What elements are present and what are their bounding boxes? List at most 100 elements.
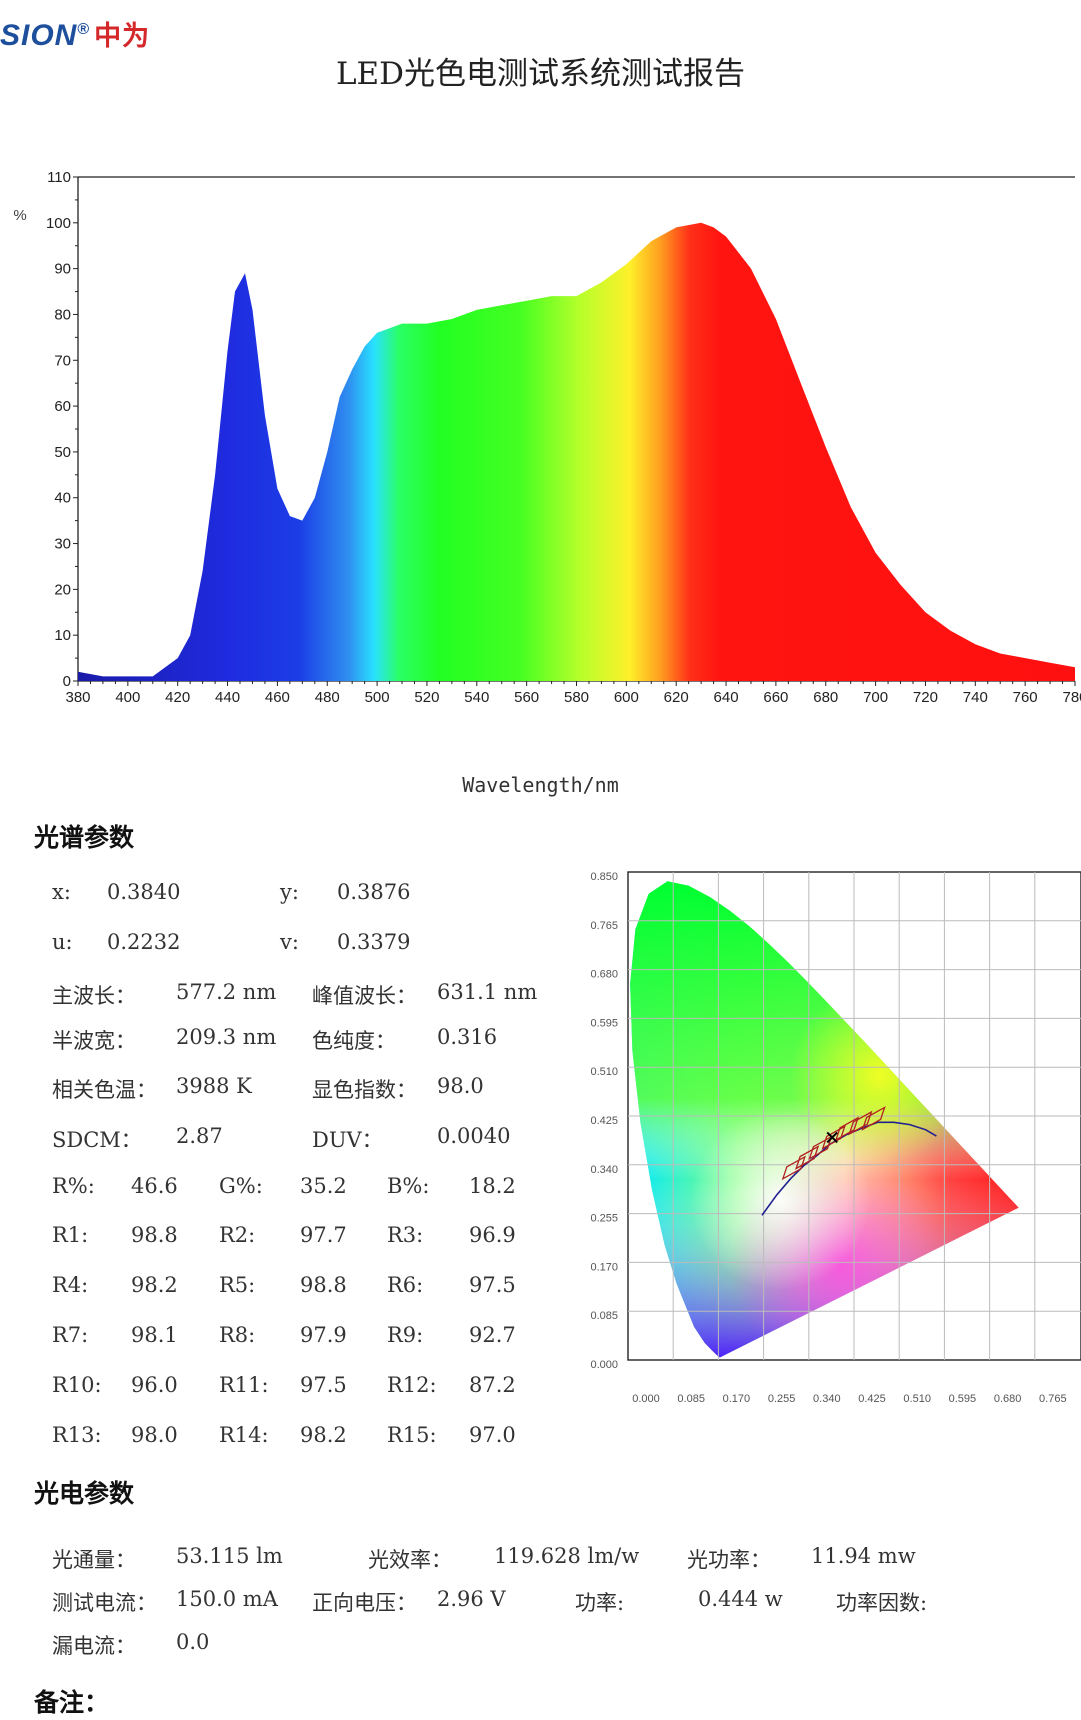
ri-label: R13: <box>52 1423 102 1447</box>
ri-value: 97.9 <box>300 1323 347 1347</box>
ri-label: R4: <box>52 1273 89 1297</box>
color-purity-value: 0.316 <box>437 1025 498 1049</box>
cie-y-tick-label: 0.680 <box>590 969 618 981</box>
g-percent-label: G%: <box>219 1174 263 1198</box>
ri-value: 98.2 <box>131 1273 178 1297</box>
y-label: y: <box>280 880 299 904</box>
ri-value: 97.5 <box>300 1373 347 1397</box>
ri-value: 98.8 <box>131 1223 178 1247</box>
cie-x-tick-label: 0.170 <box>723 1393 751 1405</box>
ri-value: 98.0 <box>131 1423 178 1447</box>
cct-value: 3988 K <box>176 1074 252 1098</box>
ri-label: R9: <box>387 1323 424 1347</box>
ri-value: 97.5 <box>469 1273 516 1297</box>
x-tick-label: 720 <box>913 689 938 706</box>
ri-value: 97.7 <box>300 1223 347 1247</box>
macadam-ellipse-box <box>861 1106 886 1131</box>
ri-label: R5: <box>219 1273 256 1297</box>
leakage-current-value: 0.0 <box>176 1630 210 1654</box>
power-value: 0.444 w <box>698 1587 783 1611</box>
luminous-efficacy-value: 119.628 lm/w <box>494 1544 640 1568</box>
x-tick-label: 660 <box>763 689 788 706</box>
y-tick-label: 100 <box>46 215 71 232</box>
spectrum-x-axis-label: Wavelength/nm <box>462 773 619 797</box>
luminous-flux-label: 光通量： <box>52 1548 136 1572</box>
x-tick-label: 500 <box>365 689 390 706</box>
ri-value: 98.1 <box>131 1323 178 1347</box>
duv-label: DUV： <box>312 1128 383 1152</box>
notes-label: 备注： <box>34 1688 110 1717</box>
test-current-label: 测试电流： <box>52 1591 157 1615</box>
brand-logo: SION® 中为 <box>0 14 150 53</box>
x-tick-label: 380 <box>65 689 90 706</box>
duv-value: 0.0040 <box>437 1124 511 1148</box>
macadam-ellipse-box <box>848 1110 873 1136</box>
ri-label: R11: <box>219 1373 269 1397</box>
ri-value: 98.8 <box>300 1273 347 1297</box>
logo-chinese: 中为 <box>94 21 151 51</box>
leakage-current-label: 漏电流： <box>52 1634 136 1658</box>
ri-label: R3: <box>387 1223 424 1247</box>
x-tick-label: 400 <box>115 689 140 706</box>
x-tick-label: 760 <box>1013 689 1038 706</box>
cct-label: 相关色温： <box>52 1078 157 1102</box>
optical-power-value: 11.94 mw <box>811 1544 916 1568</box>
half-width-value: 209.3 nm <box>176 1025 277 1049</box>
cie-y-tick-label: 0.340 <box>590 1164 618 1176</box>
macadam-ellipse-box <box>781 1155 806 1181</box>
y-tick-label: 80 <box>54 306 71 323</box>
peak-wavelength-value: 631.1 nm <box>437 980 538 1004</box>
ri-label: R6: <box>387 1273 424 1297</box>
half-width-label: 半波宽： <box>52 1029 136 1053</box>
dominant-wavelength-label: 主波长： <box>52 984 136 1008</box>
u-label: u: <box>52 930 73 954</box>
g-percent-value: 35.2 <box>300 1174 347 1198</box>
macadam-ellipse-box <box>834 1116 860 1142</box>
ri-value: 98.2 <box>300 1423 347 1447</box>
cie-x-tick-label: 0.425 <box>858 1393 886 1405</box>
cie-y-tick-label: 0.850 <box>590 871 618 883</box>
y-tick-label: 60 <box>54 398 71 415</box>
x-tick-label: 540 <box>464 689 489 706</box>
spectrum-chart: 0 10 20 30 40 50 60 70 80 90 100 110% 380 400 420 440 46… <box>13 169 1081 706</box>
cie-x-tick-label: 0.255 <box>768 1393 796 1405</box>
cie-x-tick-label: 0.085 <box>677 1393 705 1405</box>
v-label: v: <box>280 930 299 954</box>
v-value: 0.3379 <box>337 930 411 954</box>
cie-y-tick-label: 0.170 <box>590 1261 618 1273</box>
cie-y-tick-label: 0.425 <box>590 1115 618 1127</box>
x-tick-label: 460 <box>265 689 290 706</box>
cie-x-tick-label: 0.680 <box>994 1393 1022 1405</box>
b-percent-value: 18.2 <box>469 1174 516 1198</box>
power-label: 功率: <box>575 1591 625 1615</box>
y-tick-label: 90 <box>54 261 71 278</box>
ri-label: R1: <box>52 1223 89 1247</box>
x-tick-label: 600 <box>614 689 639 706</box>
luminous-flux-value: 53.115 lm <box>176 1544 283 1568</box>
sdcm-label: SDCM： <box>52 1128 142 1152</box>
y-tick-label: 40 <box>54 490 71 507</box>
ri-label: R2: <box>219 1223 256 1247</box>
ri-value: 97.0 <box>469 1423 516 1447</box>
cie-y-tick-label: 0.765 <box>590 920 618 932</box>
b-percent-label: B%: <box>387 1174 430 1198</box>
peak-wavelength-label: 峰值波长： <box>312 984 417 1008</box>
x-tick-label: 580 <box>564 689 589 706</box>
y-tick-label: 0 <box>63 673 71 690</box>
cie-y-tick-label: 0.595 <box>590 1017 618 1029</box>
cie-y-tick-label: 0.085 <box>590 1310 618 1322</box>
ri-value: 87.2 <box>469 1373 516 1397</box>
dominant-wavelength-value: 577.2 nm <box>176 980 277 1004</box>
x-tick-label: 740 <box>963 689 988 706</box>
cri-label: 显色指数： <box>312 1078 417 1102</box>
ri-label: R14: <box>219 1423 269 1447</box>
power-factor-label: 功率因数: <box>836 1591 928 1615</box>
x-tick-label: 480 <box>315 689 340 706</box>
luminous-efficacy-label: 光效率： <box>368 1548 452 1572</box>
x-label: x: <box>52 880 71 904</box>
cie-x-tick-label: 0.000 <box>632 1393 660 1405</box>
logo-text: SION <box>0 19 78 52</box>
r-percent-label: R%: <box>52 1174 95 1198</box>
u-value: 0.2232 <box>107 930 181 954</box>
ri-label: R10: <box>52 1373 102 1397</box>
